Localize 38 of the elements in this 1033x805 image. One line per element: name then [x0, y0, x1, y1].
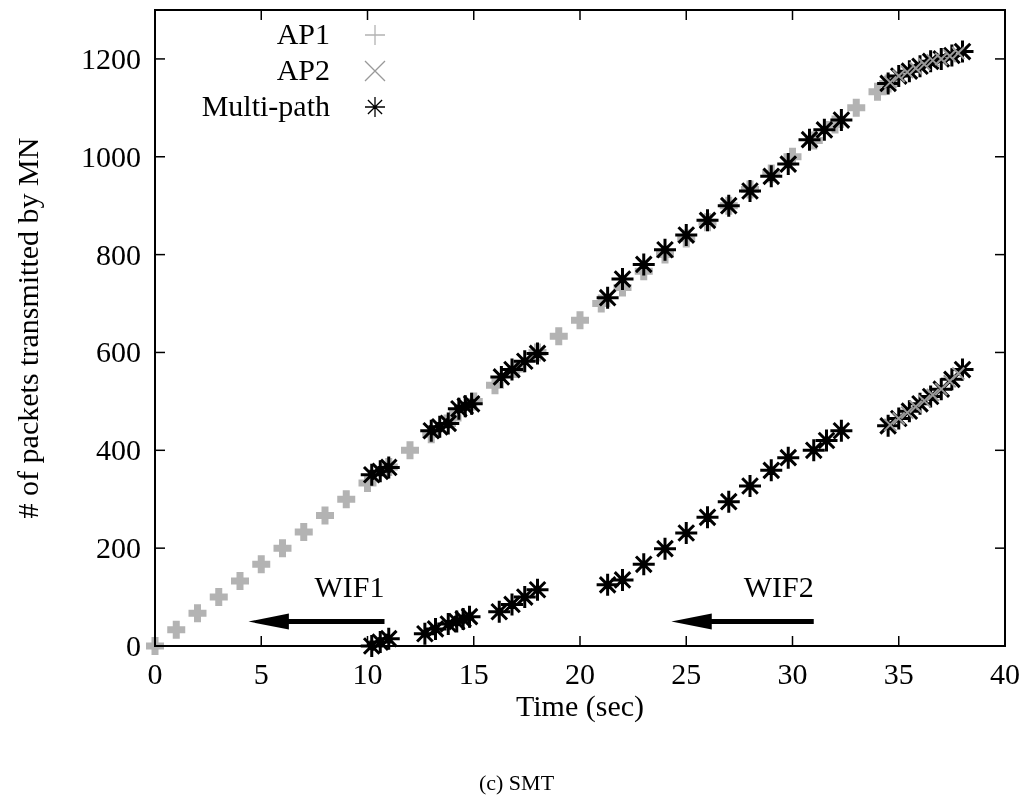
legend-label: AP2: [276, 53, 330, 86]
y-tick-label: 200: [96, 531, 141, 565]
x-tick-label: 35: [883, 657, 914, 690]
x-tick-label: 10: [352, 657, 383, 690]
x-tick-label: 5: [253, 657, 269, 690]
legend-label: Multi-path: [201, 89, 330, 122]
annotation: WIF2: [743, 570, 814, 604]
point: [925, 388, 940, 403]
point: [942, 48, 957, 63]
y-tick-label: 400: [96, 433, 141, 467]
y-tick-label: 800: [96, 237, 141, 271]
x-tick-label: 30: [777, 657, 808, 690]
point: [900, 65, 915, 80]
point: [891, 411, 906, 426]
x-tick-label: 0: [147, 657, 163, 690]
y-tick-label: 1200: [81, 41, 141, 75]
y-tick-label: 600: [96, 335, 141, 369]
y-axis-title: # of packets transmitted by MN: [11, 137, 44, 519]
point: [934, 382, 949, 397]
point: [942, 374, 957, 389]
point: [951, 46, 966, 61]
point: [917, 393, 932, 408]
x-tick-label: 40: [990, 657, 1020, 690]
x-tick-label: 20: [565, 657, 595, 690]
point: [917, 57, 932, 72]
x-axis-title: Time (sec): [515, 689, 645, 723]
point: [883, 417, 898, 432]
text: (c) SMT: [478, 770, 555, 795]
point: [908, 399, 923, 414]
point: [951, 366, 966, 381]
legend-label: AP1: [276, 17, 330, 50]
y-tick-label: 0: [126, 629, 141, 662]
x-tick-label: 15: [458, 657, 489, 690]
point: [900, 405, 915, 420]
x-tick-label: 25: [671, 657, 702, 690]
y-tick-label: 1000: [81, 139, 141, 173]
point: [908, 61, 923, 76]
annotation: WIF1: [314, 570, 385, 604]
